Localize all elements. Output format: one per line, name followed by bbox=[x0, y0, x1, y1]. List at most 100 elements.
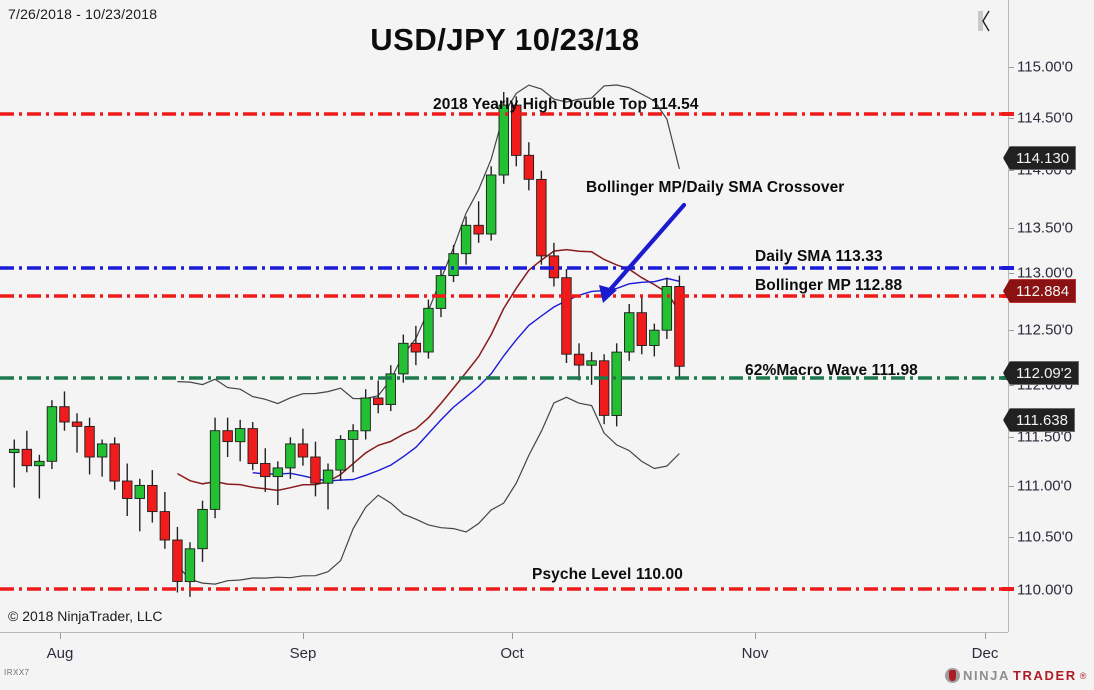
candlestick[interactable] bbox=[536, 170, 547, 265]
time-axis[interactable]: Aug Sep Oct Nov Dec bbox=[0, 632, 1008, 673]
candlestick[interactable] bbox=[222, 417, 233, 457]
price-tick-mark bbox=[1009, 228, 1014, 229]
time-tick-mark bbox=[755, 633, 756, 639]
candlestick[interactable] bbox=[347, 424, 359, 473]
price-marker-tag[interactable]: 114.130 bbox=[1003, 146, 1077, 170]
candlestick[interactable] bbox=[9, 439, 20, 488]
annotation-crossover[interactable]: Bollinger MP/Daily SMA Crossover bbox=[586, 179, 845, 196]
candlestick[interactable] bbox=[398, 334, 409, 383]
candlestick[interactable] bbox=[385, 365, 396, 412]
price-tick-mark bbox=[1009, 437, 1014, 438]
candlestick[interactable] bbox=[234, 419, 246, 462]
candlestick[interactable] bbox=[285, 437, 296, 479]
candle-body bbox=[460, 224, 472, 255]
watermark-label: IRXX7 bbox=[4, 668, 30, 677]
candlestick[interactable] bbox=[511, 96, 522, 167]
candlestick[interactable] bbox=[624, 303, 635, 361]
candlestick[interactable] bbox=[159, 491, 171, 549]
candlestick[interactable] bbox=[46, 400, 58, 469]
annotation-daily-sma[interactable]: Daily SMA 113.33 bbox=[755, 248, 883, 265]
candle-body bbox=[247, 428, 258, 465]
crossover-arrow-icon bbox=[599, 202, 687, 303]
candlestick[interactable] bbox=[59, 391, 70, 431]
candlestick[interactable] bbox=[209, 417, 221, 519]
price-marker-tag[interactable]: 111.638 bbox=[1003, 408, 1075, 432]
candlestick[interactable] bbox=[674, 275, 685, 379]
candle-body bbox=[285, 443, 296, 469]
time-tick-label: Dec bbox=[971, 645, 999, 662]
candlestick[interactable] bbox=[548, 242, 560, 287]
price-tick-mark bbox=[1009, 118, 1014, 119]
annotation-psyche-level[interactable]: Psyche Level 110.00 bbox=[532, 566, 683, 583]
candle-body bbox=[310, 456, 321, 484]
candlestick[interactable] bbox=[34, 454, 45, 499]
candlestick[interactable] bbox=[410, 325, 422, 366]
candlestick[interactable] bbox=[335, 435, 346, 482]
candlestick[interactable] bbox=[297, 428, 309, 466]
candlestick[interactable] bbox=[586, 352, 597, 385]
candlestick[interactable] bbox=[109, 437, 120, 490]
candlestick[interactable] bbox=[611, 343, 622, 427]
candlestick[interactable] bbox=[21, 430, 33, 473]
candle-body bbox=[197, 508, 208, 550]
candle-body bbox=[661, 286, 673, 331]
candlestick[interactable] bbox=[561, 269, 572, 363]
candlestick[interactable] bbox=[147, 470, 158, 523]
chart-svg bbox=[0, 84, 1008, 597]
candlestick[interactable] bbox=[71, 413, 83, 453]
candlestick[interactable] bbox=[598, 354, 610, 425]
price-tick-label: 114.50'0 bbox=[1017, 109, 1073, 127]
candle-body bbox=[71, 421, 83, 427]
candlestick[interactable] bbox=[197, 500, 208, 562]
candlestick[interactable] bbox=[460, 216, 472, 265]
collapse-left-icon[interactable] bbox=[975, 8, 995, 34]
candlestick[interactable] bbox=[172, 526, 183, 593]
candlestick[interactable] bbox=[498, 91, 509, 184]
candlestick[interactable] bbox=[134, 478, 145, 532]
candlestick[interactable] bbox=[649, 323, 660, 357]
price-tick-mark bbox=[1009, 67, 1014, 68]
candlestick[interactable] bbox=[247, 422, 258, 471]
candlestick[interactable] bbox=[661, 277, 673, 339]
candlestick[interactable] bbox=[573, 343, 585, 381]
candle-body bbox=[59, 406, 70, 423]
annotation-macro-wave[interactable]: 62%Macro Wave 111.98 bbox=[745, 362, 918, 379]
candle-body bbox=[360, 397, 371, 432]
candlestick[interactable] bbox=[122, 463, 133, 516]
candlestick[interactable] bbox=[373, 380, 384, 414]
candlestick[interactable] bbox=[636, 295, 647, 355]
price-axis[interactable]: 115.00'0 114.50'0 114.00'0 113.50'0 113.00'0… bbox=[1002, 0, 1094, 632]
candlestick[interactable] bbox=[84, 417, 95, 475]
annotation-bollinger-mp[interactable]: Bollinger MP 112.88 bbox=[755, 277, 903, 294]
candlestick[interactable] bbox=[322, 463, 334, 510]
candlestick[interactable] bbox=[272, 461, 284, 506]
logo-ninja-text: NINJA bbox=[962, 668, 1010, 683]
candlestick[interactable] bbox=[435, 266, 447, 318]
candle-body bbox=[209, 430, 221, 510]
time-tick-label: Nov bbox=[741, 645, 769, 662]
candlestick[interactable] bbox=[523, 142, 535, 191]
candlestick[interactable] bbox=[485, 166, 497, 241]
price-marker-tag[interactable]: 112.884 bbox=[1003, 279, 1077, 303]
candlestick[interactable] bbox=[310, 441, 321, 497]
annotation-yearly-high[interactable]: 2018 Yearly High Double Top 114.54 bbox=[433, 96, 699, 113]
arrow-shaft bbox=[605, 202, 687, 295]
candle-body bbox=[561, 277, 572, 355]
price-axis-stub bbox=[1002, 266, 1014, 270]
candlestick[interactable] bbox=[360, 389, 371, 440]
candlestick[interactable] bbox=[423, 299, 434, 359]
candlestick[interactable] bbox=[473, 201, 484, 243]
candle-body bbox=[272, 467, 284, 478]
price-tick-mark bbox=[1009, 486, 1014, 487]
candle-body bbox=[373, 397, 384, 406]
candlestick[interactable] bbox=[260, 448, 271, 492]
candle-body bbox=[347, 430, 359, 440]
price-chart-canvas[interactable] bbox=[0, 0, 1008, 632]
candle-body bbox=[122, 480, 133, 499]
candle-body bbox=[611, 351, 622, 416]
candlestick[interactable] bbox=[448, 244, 459, 283]
price-tick-label: 113.00'0 bbox=[1017, 264, 1073, 282]
price-marker-tag[interactable]: 112.09'2 bbox=[1003, 361, 1079, 385]
candlestick[interactable] bbox=[96, 439, 108, 477]
